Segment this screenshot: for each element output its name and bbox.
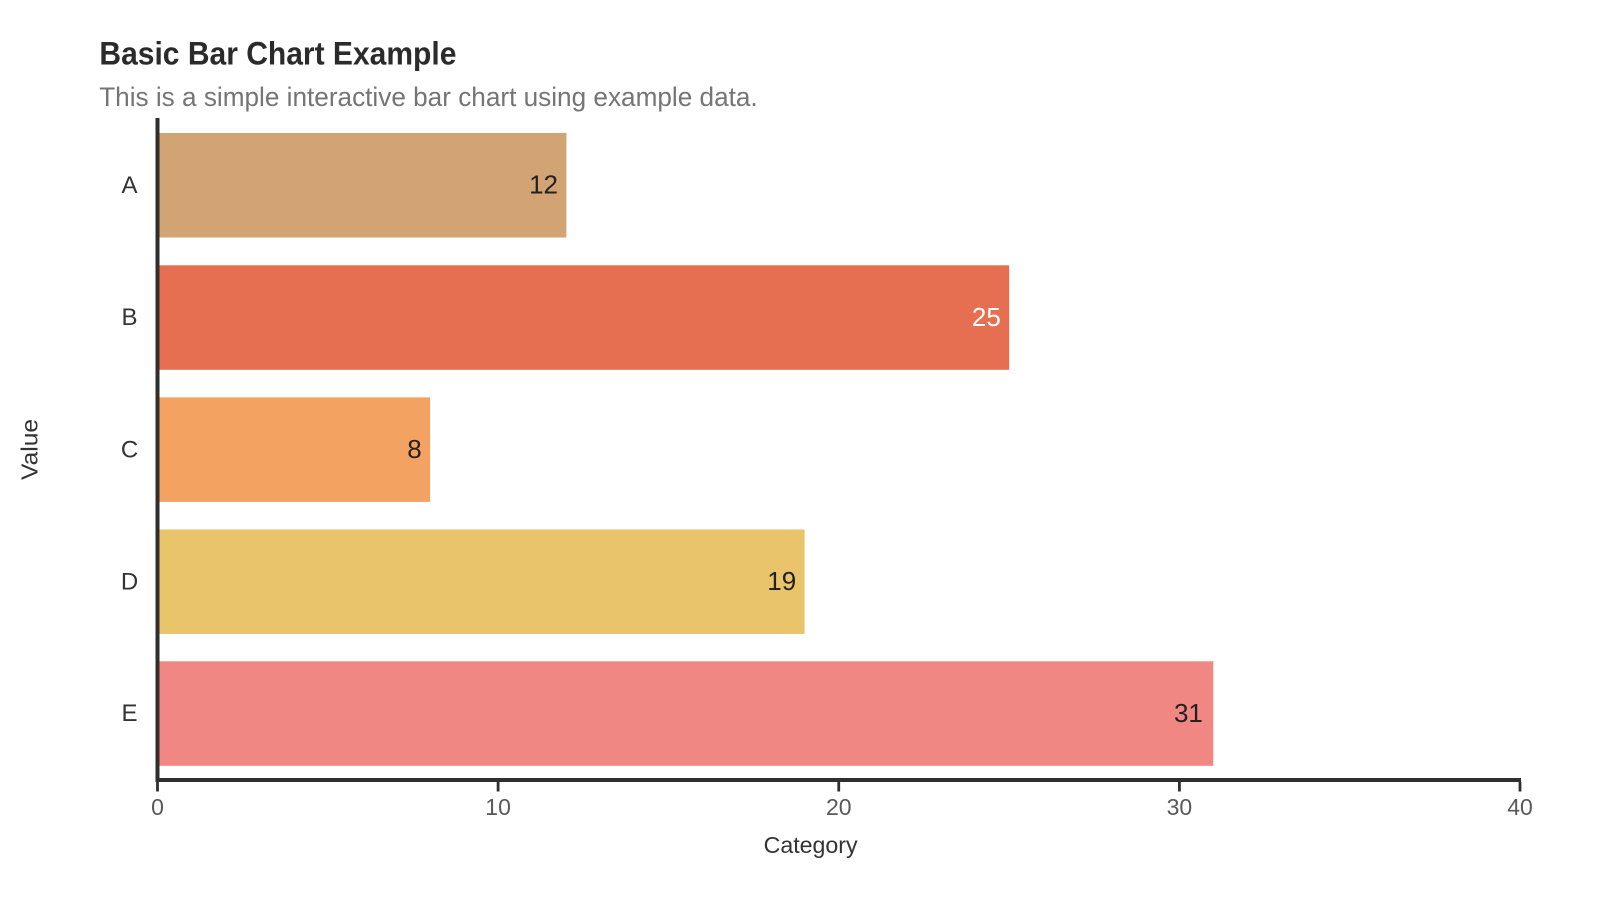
- svg-text:20: 20: [826, 794, 852, 820]
- svg-text:E: E: [121, 700, 137, 727]
- svg-text:30: 30: [1167, 794, 1193, 820]
- svg-text:8: 8: [407, 434, 421, 464]
- svg-text:Basic Bar Chart Example: Basic Bar Chart Example: [99, 36, 456, 72]
- svg-text:19: 19: [767, 566, 796, 596]
- svg-text:10: 10: [485, 794, 511, 820]
- svg-text:0: 0: [151, 794, 164, 820]
- svg-text:40: 40: [1507, 794, 1533, 820]
- svg-text:This is a simple interactive b: This is a simple interactive bar chart u…: [99, 82, 758, 112]
- svg-text:D: D: [121, 568, 138, 595]
- svg-text:25: 25: [972, 302, 1001, 332]
- svg-text:31: 31: [1174, 698, 1203, 728]
- svg-text:A: A: [121, 172, 137, 199]
- svg-text:B: B: [121, 304, 137, 331]
- svg-text:12: 12: [529, 170, 558, 200]
- svg-text:Value: Value: [17, 419, 43, 480]
- svg-text:C: C: [121, 436, 138, 463]
- svg-text:Category: Category: [764, 832, 859, 858]
